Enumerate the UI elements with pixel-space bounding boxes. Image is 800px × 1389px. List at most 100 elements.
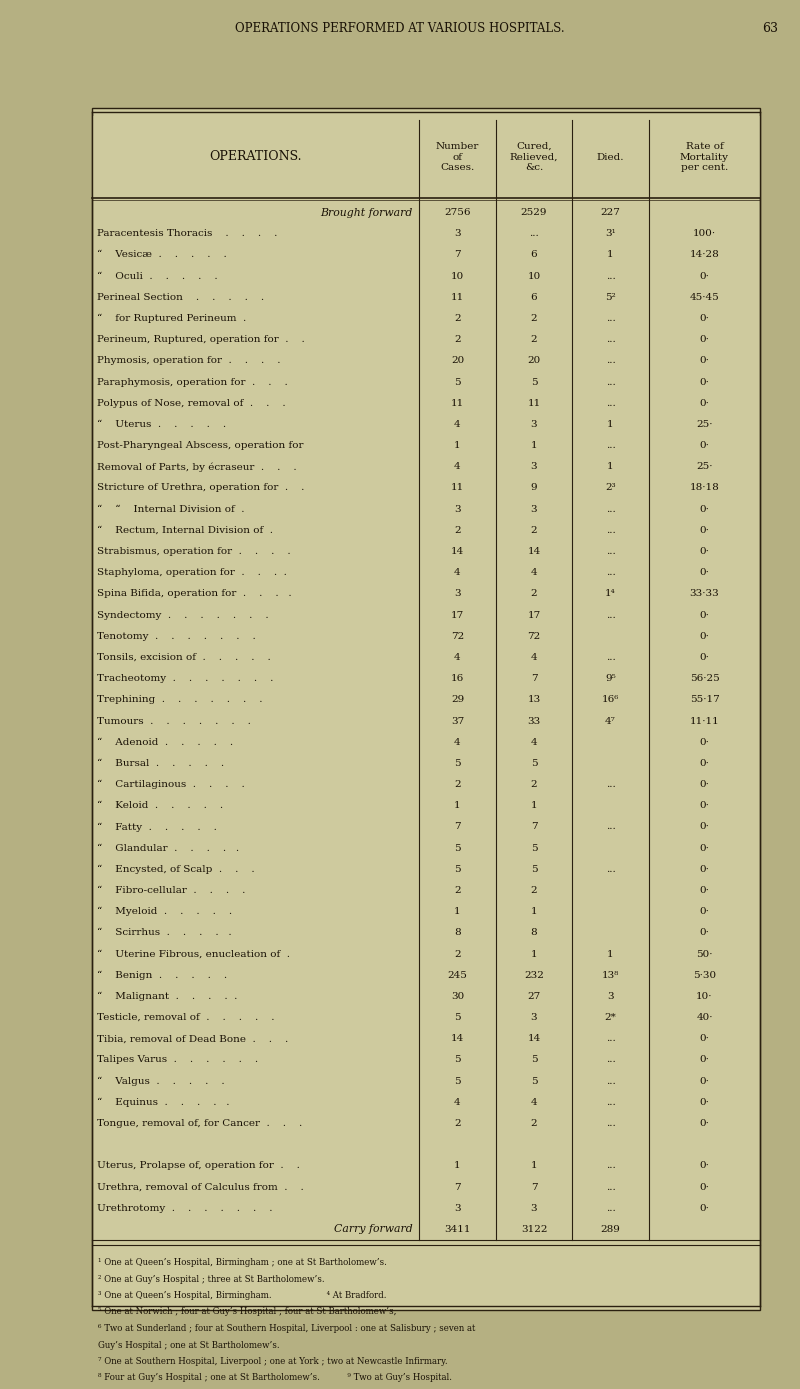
Text: 0·: 0· (699, 399, 710, 408)
Text: “    Malignant  .    .    .    .  .: “ Malignant . . . . . (97, 992, 238, 1001)
Text: 1: 1 (454, 1161, 461, 1171)
Text: 3: 3 (530, 1204, 538, 1213)
Text: Tibia, removal of Dead Bone  .    .    .: Tibia, removal of Dead Bone . . . (97, 1035, 288, 1043)
Text: “    Fibro-cellular  .    .    .    .: “ Fibro-cellular . . . . (97, 886, 246, 895)
Text: 10·: 10· (696, 992, 713, 1001)
Text: 2: 2 (530, 589, 538, 599)
Text: Syndectomy  .    .    .    .    .    .    .: Syndectomy . . . . . . . (97, 611, 269, 619)
Text: ...: ... (606, 1120, 615, 1128)
Text: OPERATIONS PERFORMED AT VARIOUS HOSPITALS.: OPERATIONS PERFORMED AT VARIOUS HOSPITAL… (235, 21, 565, 35)
Text: ² One at Guy’s Hospital ; three at St Bartholomew’s.: ² One at Guy’s Hospital ; three at St Ba… (98, 1275, 325, 1283)
Text: 0·: 0· (699, 442, 710, 450)
Text: 0·: 0· (699, 928, 710, 938)
Text: 14: 14 (527, 1035, 541, 1043)
Text: “    Uterine Fibrous, enucleation of  .: “ Uterine Fibrous, enucleation of . (97, 950, 290, 958)
Text: 7: 7 (530, 1182, 538, 1192)
Text: Phymosis, operation for  .    .    .    .: Phymosis, operation for . . . . (97, 357, 281, 365)
Bar (92, 108, 760, 1310)
Text: 0·: 0· (699, 1120, 710, 1128)
Text: 0·: 0· (699, 907, 710, 917)
Text: 289: 289 (601, 1225, 621, 1233)
Text: ...: ... (606, 504, 615, 514)
Text: Tongue, removal of, for Cancer  .    .    .: Tongue, removal of, for Cancer . . . (97, 1120, 302, 1128)
Text: ⁵ One at Norwich ; four at Guy’s Hospital ; four at St Bartholomew’s,: ⁵ One at Norwich ; four at Guy’s Hospita… (98, 1307, 397, 1317)
Text: 2: 2 (454, 781, 461, 789)
Text: 2: 2 (530, 781, 538, 789)
Text: 30: 30 (451, 992, 464, 1001)
Text: 14·28: 14·28 (690, 250, 719, 260)
Text: “    for Ruptured Perineum  .: “ for Ruptured Perineum . (97, 314, 246, 324)
Text: ...: ... (606, 1182, 615, 1192)
Text: 8: 8 (530, 928, 538, 938)
Text: 3: 3 (454, 1204, 461, 1213)
Text: 5: 5 (454, 865, 461, 874)
Text: Spina Bifida, operation for  .    .    .   .: Spina Bifida, operation for . . . . (97, 589, 292, 599)
Text: 5: 5 (530, 1076, 538, 1086)
Text: 17: 17 (527, 611, 541, 619)
Text: 0·: 0· (699, 1097, 710, 1107)
Text: 5: 5 (530, 758, 538, 768)
Text: 1: 1 (530, 442, 538, 450)
Text: 2: 2 (530, 335, 538, 344)
Text: Guy’s Hospital ; one at St Bartholomew’s.: Guy’s Hospital ; one at St Bartholomew’s… (98, 1340, 280, 1350)
Text: 7: 7 (454, 250, 461, 260)
Text: 4: 4 (454, 1097, 461, 1107)
Text: 0·: 0· (699, 822, 710, 832)
Text: ...: ... (606, 865, 615, 874)
Text: ...: ... (606, 653, 615, 663)
Text: 72: 72 (527, 632, 541, 640)
Text: 2529: 2529 (521, 208, 547, 217)
Text: 2*: 2* (605, 1013, 616, 1022)
Text: 63: 63 (762, 21, 778, 35)
Text: Died.: Died. (597, 153, 624, 161)
Text: “    Glandular  .    .    .    .   .: “ Glandular . . . . . (97, 843, 239, 853)
Text: 5: 5 (530, 865, 538, 874)
Text: 1: 1 (454, 442, 461, 450)
Text: “    Keloid  .    .    .    .    .: “ Keloid . . . . . (97, 801, 223, 810)
Text: 5: 5 (454, 758, 461, 768)
Text: 4: 4 (530, 568, 538, 578)
Text: 33: 33 (527, 717, 541, 725)
Text: 3: 3 (530, 1013, 538, 1022)
Text: 0·: 0· (699, 378, 710, 386)
Text: Stricture of Urethra, operation for  .    .: Stricture of Urethra, operation for . . (97, 483, 304, 493)
Text: 56·25: 56·25 (690, 674, 719, 683)
Text: 7: 7 (454, 1182, 461, 1192)
Text: 2: 2 (454, 526, 461, 535)
Text: “    Adenoid  .    .    .    .    .: “ Adenoid . . . . . (97, 738, 233, 747)
Text: 1: 1 (530, 1161, 538, 1171)
Text: “    Myeloid  .    .    .    .    .: “ Myeloid . . . . . (97, 907, 232, 917)
Text: “    Encysted, of Scalp  .    .    .: “ Encysted, of Scalp . . . (97, 864, 254, 874)
Text: 4: 4 (530, 738, 538, 747)
Text: 4: 4 (454, 738, 461, 747)
Text: 3: 3 (530, 463, 538, 471)
Text: 14: 14 (451, 547, 464, 556)
Text: 1: 1 (607, 250, 614, 260)
Text: Testicle, removal of  .    .    .    .    .: Testicle, removal of . . . . . (97, 1013, 274, 1022)
Text: 27: 27 (527, 992, 541, 1001)
Text: 0·: 0· (699, 547, 710, 556)
Text: 5: 5 (454, 1056, 461, 1064)
Text: 5: 5 (454, 1013, 461, 1022)
Text: 0·: 0· (699, 272, 710, 281)
Text: 2: 2 (454, 886, 461, 895)
Text: 0·: 0· (699, 1056, 710, 1064)
Text: 40·: 40· (696, 1013, 713, 1022)
Text: 9⁵: 9⁵ (605, 674, 616, 683)
Text: 11: 11 (451, 483, 464, 493)
Text: 2³: 2³ (605, 483, 616, 493)
Text: Tenotomy  .    .    .    .    .    .    .: Tenotomy . . . . . . . (97, 632, 256, 640)
Text: “    Rectum, Internal Division of  .: “ Rectum, Internal Division of . (97, 526, 273, 535)
Text: OPERATIONS.: OPERATIONS. (210, 150, 302, 164)
Text: 3411: 3411 (444, 1225, 470, 1233)
Text: Tracheotomy  .    .    .    .    .    .    .: Tracheotomy . . . . . . . (97, 674, 274, 683)
Text: ...: ... (606, 822, 615, 832)
Text: 1: 1 (530, 801, 538, 810)
Text: 227: 227 (601, 208, 621, 217)
Text: 1: 1 (530, 950, 538, 958)
Text: ...: ... (606, 399, 615, 408)
Text: 3¹: 3¹ (605, 229, 616, 239)
Text: 232: 232 (524, 971, 544, 979)
Text: 10: 10 (451, 272, 464, 281)
Text: ...: ... (529, 229, 539, 239)
